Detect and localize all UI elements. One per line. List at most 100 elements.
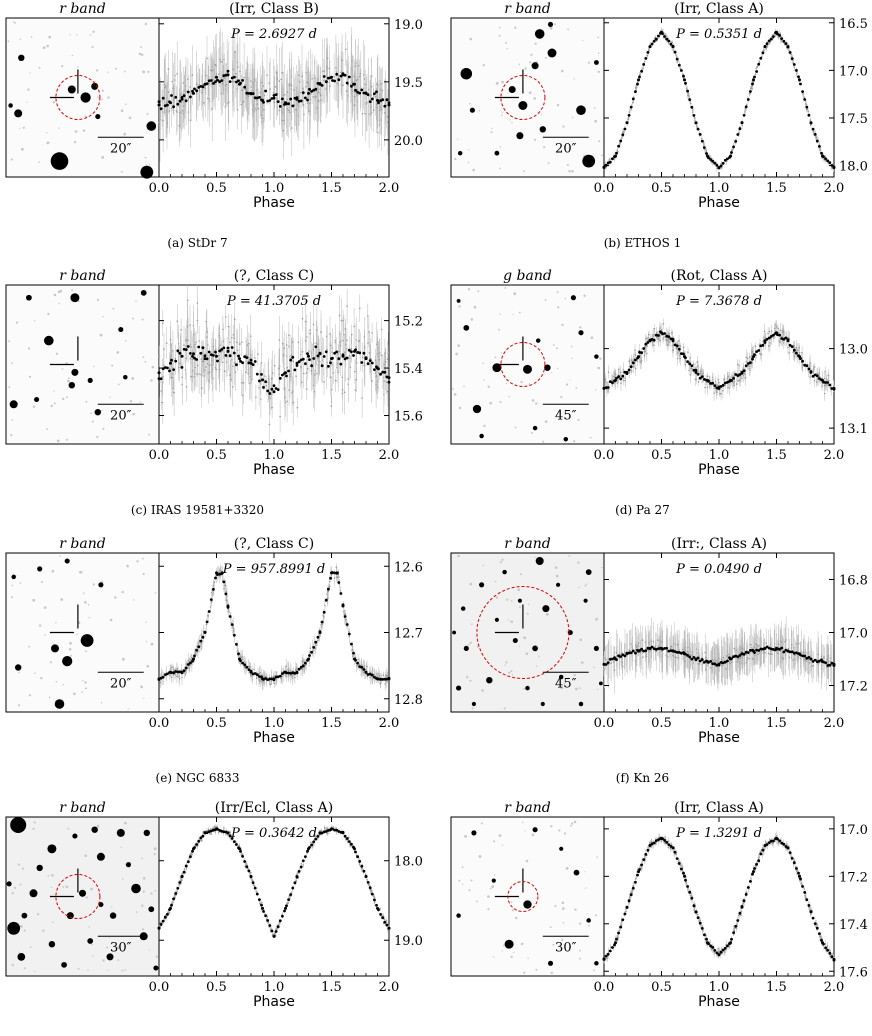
background-speck (595, 389, 597, 391)
raw-point (271, 406, 273, 409)
y-tick-label: 17.5 (839, 112, 868, 127)
raw-point (628, 360, 630, 363)
raw-point (206, 57, 208, 60)
raw-point (172, 674, 174, 676)
raw-point (778, 331, 780, 334)
raw-point (223, 77, 226, 80)
raw-point (730, 149, 733, 152)
raw-point (337, 74, 340, 77)
binned-point (203, 354, 207, 358)
raw-point (368, 331, 370, 333)
raw-point (720, 393, 722, 395)
background-speck (144, 361, 147, 363)
binned-point (619, 139, 623, 143)
raw-point (243, 666, 246, 669)
binned-point (253, 96, 257, 100)
raw-point (231, 80, 234, 83)
raw-point (172, 98, 175, 100)
curve-anchor-point (809, 370, 813, 374)
raw-point (294, 676, 296, 679)
raw-point (787, 346, 789, 349)
raw-point (181, 676, 183, 679)
star-3 (70, 293, 80, 303)
curve-anchor-point (614, 378, 617, 382)
background-speck (55, 352, 59, 355)
raw-point (333, 75, 335, 78)
binned-point (289, 97, 293, 101)
binned-point (751, 82, 754, 86)
raw-point (665, 339, 667, 341)
raw-point (196, 302, 199, 304)
binned-point (301, 91, 305, 95)
raw-point (386, 390, 389, 393)
binned-point (220, 79, 224, 82)
raw-point (255, 396, 257, 399)
sky-cutout: 45″ g band (450, 268, 605, 445)
raw-point (209, 606, 212, 608)
background-speck (65, 438, 68, 441)
raw-point (371, 380, 373, 382)
binned-point (228, 615, 232, 618)
binned-point (235, 80, 238, 84)
raw-point (244, 89, 247, 91)
raw-point (312, 348, 315, 351)
background-speck (469, 37, 473, 41)
curve-anchor-point (717, 386, 721, 390)
background-speck (498, 26, 501, 29)
binned-point (237, 652, 240, 656)
background-speck (78, 571, 82, 574)
raw-point (240, 382, 243, 384)
raw-point (385, 381, 388, 384)
binned-point (201, 85, 205, 89)
raw-point (755, 67, 758, 69)
background-speck (556, 291, 559, 294)
binned-point (385, 98, 389, 102)
raw-point (334, 379, 337, 382)
x-tick-label: 1.0 (709, 448, 730, 463)
background-speck (89, 34, 92, 36)
raw-point (634, 354, 637, 356)
raw-point (229, 374, 231, 377)
x-tick-label: 1.5 (321, 181, 342, 196)
raw-point (688, 369, 690, 372)
raw-point (679, 68, 682, 70)
star-2 (91, 82, 99, 90)
binned-point (677, 63, 681, 67)
binned-point (383, 370, 387, 374)
x-tick-label: 1.5 (766, 181, 787, 196)
raw-point (635, 86, 638, 89)
curve-anchor-point (798, 355, 801, 359)
plot-frame (603, 17, 835, 178)
binned-point (186, 345, 190, 348)
binned-point (245, 665, 249, 669)
binned-point (178, 99, 182, 103)
background-speck (88, 616, 91, 619)
raw-point (233, 361, 236, 364)
cutout-frame (5, 284, 160, 445)
binned-point (304, 96, 307, 100)
background-speck (533, 97, 536, 100)
background-speck (145, 641, 148, 643)
background-speck (19, 582, 22, 584)
raw-point (255, 99, 258, 101)
binned-point (667, 39, 671, 43)
background-speck (33, 320, 36, 322)
binned-point (299, 99, 303, 103)
x-tick-label: 0.0 (594, 448, 615, 463)
raw-point (201, 387, 203, 389)
raw-point (250, 80, 252, 82)
binned-point (339, 362, 343, 366)
x-tick-label: 0.0 (149, 448, 170, 463)
raw-point (345, 618, 347, 621)
background-speck (26, 101, 28, 103)
raw-point (239, 70, 241, 73)
background-speck (572, 116, 574, 119)
binned-point (241, 361, 245, 365)
background-speck (597, 366, 600, 370)
binned-point (195, 648, 199, 652)
raw-point (265, 384, 268, 387)
background-speck (44, 634, 46, 636)
figure-panels: 20″ r band 0.0 0.5 1.0 1.5 2.0 19.0 19.5 20.0 (Irr… (5, 1, 868, 1036)
background-speck (21, 147, 24, 151)
raw-point (380, 83, 383, 85)
